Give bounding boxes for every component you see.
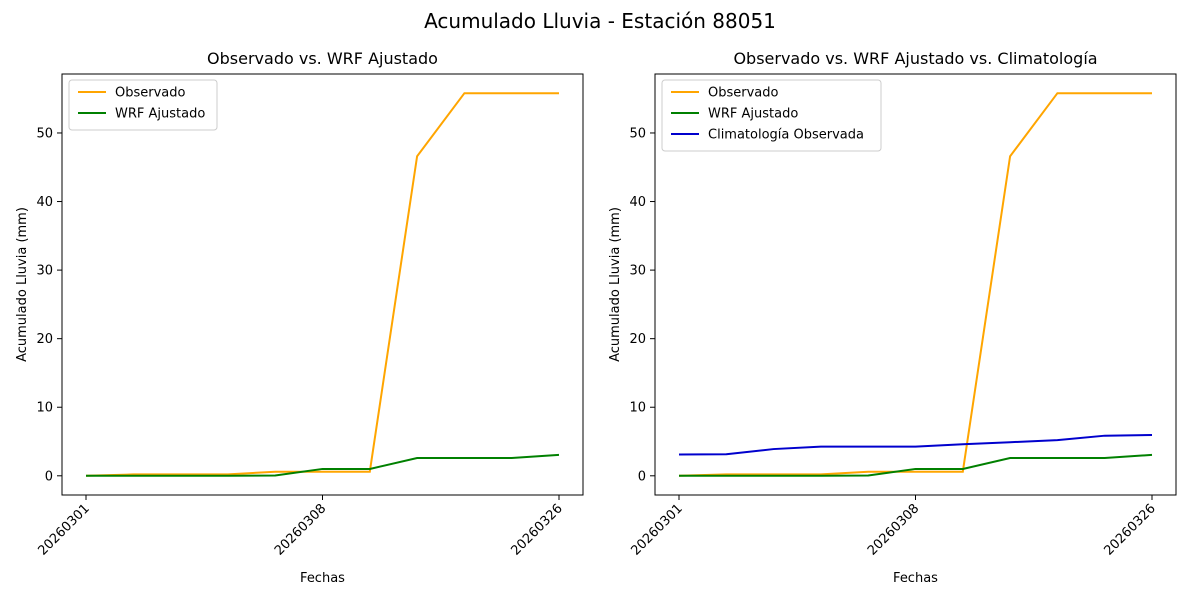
figure-title: Acumulado Lluvia - Estación 88051 bbox=[424, 9, 776, 33]
y-tick-label: 30 bbox=[36, 264, 53, 279]
y-tick-label: 20 bbox=[629, 332, 646, 347]
y-axis-label: Acumulado Lluvia (mm) bbox=[15, 207, 30, 362]
legend: Observado WRF Ajustado bbox=[68, 79, 218, 131]
chart-title: Observado vs. WRF Ajustado bbox=[207, 49, 438, 68]
y-tick-label: 10 bbox=[36, 401, 53, 416]
legend-entry: Climatología Observada bbox=[708, 128, 864, 143]
y-tick-label: 0 bbox=[638, 469, 646, 484]
y-axis-label: Acumulado Lluvia (mm) bbox=[608, 207, 623, 362]
y-tick-label: 40 bbox=[36, 195, 53, 210]
series-line-climatolog-a-observada bbox=[678, 434, 1153, 456]
legend-entry: Observado bbox=[708, 86, 779, 101]
series-line-wrf-ajustado bbox=[86, 453, 560, 477]
y-tick-label: 10 bbox=[629, 401, 646, 416]
y-tick-label: 0 bbox=[45, 469, 53, 484]
x-axis-label: Fechas bbox=[893, 571, 938, 586]
y-tick-label: 20 bbox=[36, 332, 53, 347]
series-line-observado bbox=[678, 92, 1152, 477]
series-line-observado bbox=[85, 92, 559, 477]
y-tick-label: 50 bbox=[629, 126, 646, 141]
x-axis-label: Fechas bbox=[300, 571, 345, 586]
legend-entry: Observado bbox=[115, 86, 186, 101]
series-line-wrf-ajustado bbox=[679, 453, 1153, 477]
y-tick-label: 40 bbox=[629, 195, 646, 210]
legend-box bbox=[661, 79, 882, 152]
y-tick-label: 30 bbox=[629, 264, 646, 279]
chart-title: Observado vs. WRF Ajustado vs. Climatolo… bbox=[733, 49, 1097, 68]
legend-entry: WRF Ajustado bbox=[115, 107, 205, 122]
legend: Observado WRF Ajustado Climatología Observ… bbox=[661, 79, 882, 152]
y-tick-label: 50 bbox=[36, 126, 53, 141]
legend-entry: WRF Ajustado bbox=[708, 107, 798, 122]
